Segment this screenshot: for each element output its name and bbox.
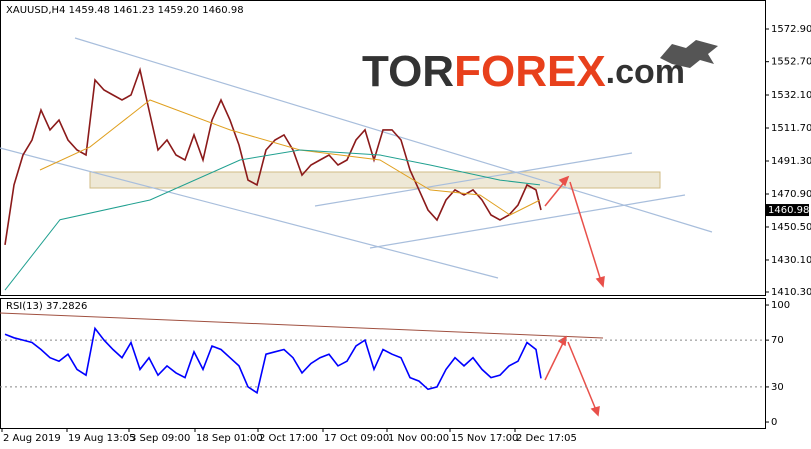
y-tick-label: 1470.90: [771, 189, 811, 200]
y-tick-label: 1572.90: [771, 24, 811, 35]
rsi-title: RSI(13) 37.2826: [6, 301, 87, 312]
x-tick-label: 15 Nov 17:00: [451, 433, 518, 444]
arrow: [544, 179, 567, 207]
y-tick-label: 30: [771, 382, 784, 393]
arrow: [544, 340, 565, 381]
x-tick-label: 18 Sep 01:00: [196, 433, 263, 444]
watermark-text: TORFOREX.com: [362, 47, 685, 96]
trend-line: [74, 37, 713, 233]
arrowhead: [557, 335, 567, 347]
y-tick-label: 100: [771, 300, 790, 311]
last-price-box: [765, 204, 809, 217]
y-tick-label: 1511.70: [771, 123, 811, 134]
arrowhead: [595, 275, 605, 288]
watermark-left: TOR: [362, 47, 454, 96]
trend-line: [369, 194, 686, 249]
watermark: TORFOREX.com: [362, 40, 718, 96]
x-tick-label: 2 Aug 2019: [3, 433, 61, 444]
arrow: [569, 181, 602, 282]
rsi-trend-line: [0, 312, 604, 339]
forecast-arrows: [544, 175, 605, 417]
y-tick-label: 70: [771, 335, 784, 346]
price-panel: [0, 0, 766, 296]
x-tick-label: 19 Aug 13:05: [68, 433, 135, 444]
series-line: [39, 99, 541, 216]
series-line: [4, 326, 542, 395]
price-title: XAUUSD,H4 1459.48 1461.23 1459.20 1460.9…: [6, 5, 244, 16]
trend-line: [0, 147, 499, 279]
x-tick-label: 2 Dec 17:05: [516, 433, 577, 444]
rsi-panel: [0, 298, 766, 429]
y-tick-label: 1552.70: [771, 57, 811, 68]
arrowhead: [558, 175, 570, 187]
x-tick-label: 3 Sep 09:00: [130, 433, 190, 444]
support-zone: [89, 171, 661, 189]
watermark-mid: FOREX: [454, 47, 606, 96]
y-tick-label: 1430.10: [771, 255, 811, 266]
series-line: [4, 149, 541, 291]
x-tick-label: 1 Nov 00:00: [388, 433, 449, 444]
x-tick-label: 2 Oct 17:00: [259, 433, 318, 444]
y-tick-label: 1491.30: [771, 156, 811, 167]
last-price-label: 1460.98: [768, 205, 809, 216]
y-tick-label: 1450.50: [771, 222, 811, 233]
arrowhead: [590, 405, 600, 417]
y-tick-label: 1532.10: [771, 90, 811, 101]
x-tick-label: 17 Oct 09:00: [324, 433, 389, 444]
arrow: [567, 341, 597, 411]
y-tick-label: 1410.30: [771, 287, 811, 298]
trend-lines: [0, 37, 713, 279]
bull-icon: [660, 40, 718, 68]
y-tick-label: 0: [771, 417, 777, 428]
series-line: [4, 67, 542, 246]
trend-line: [314, 152, 633, 207]
